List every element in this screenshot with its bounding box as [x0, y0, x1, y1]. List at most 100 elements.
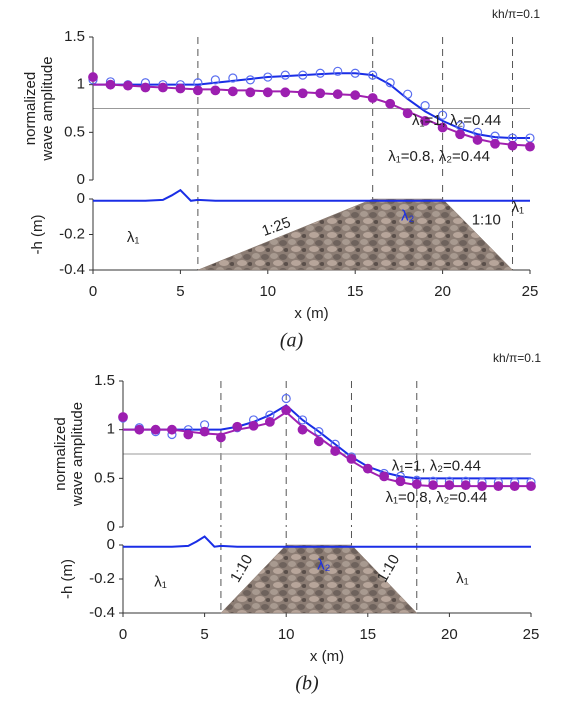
filled-marker [437, 122, 448, 133]
filled-marker [362, 463, 373, 474]
open-marker [297, 415, 308, 425]
filled-marker [150, 424, 161, 435]
filled-marker [123, 80, 133, 91]
open-marker [315, 68, 325, 78]
y-tick-label: -0.4 [89, 604, 115, 621]
x-tick-label: 20 [434, 283, 451, 300]
filled-marker [199, 426, 210, 437]
filled-marker [402, 108, 413, 119]
x-tick-label: 25 [523, 626, 540, 643]
y-axis-label: -h (m) [59, 559, 76, 599]
filled-marker [248, 420, 259, 431]
y-tick-label: 0.5 [64, 123, 85, 140]
caption: (a) [280, 330, 304, 352]
open-marker [420, 101, 430, 111]
y-axis-label: normalized [52, 417, 69, 490]
annotation: λ₁=0.8, λ₂=0.44 [385, 489, 487, 506]
filled-marker [281, 405, 292, 416]
filled-marker [428, 480, 438, 491]
filled-marker [455, 129, 465, 140]
open-marker [314, 427, 324, 437]
filled-marker [192, 85, 203, 96]
filled-marker [379, 471, 390, 482]
filled-marker [264, 416, 275, 427]
annotation: λ₁ [511, 199, 524, 216]
x-tick-label: 5 [200, 626, 208, 643]
filled-marker [346, 453, 357, 464]
x-axis-label: x (m) [294, 305, 328, 322]
x-tick-label: 0 [119, 626, 127, 643]
y-tick-label: 1.5 [94, 372, 115, 389]
filled-marker [507, 140, 518, 151]
y-tick-label: 1 [77, 76, 85, 93]
filled-marker [140, 82, 151, 93]
open-marker [368, 70, 378, 80]
annotation: λ₁=1, λ₂=0.44 [412, 112, 501, 129]
filled-marker [525, 141, 535, 152]
filled-marker [232, 421, 243, 432]
filled-marker [88, 72, 98, 82]
filled-marker [472, 135, 483, 145]
filled-marker [262, 87, 273, 98]
y-axis-label: normalized [22, 72, 39, 145]
y-tick-label: 0 [107, 518, 115, 535]
filled-marker [297, 424, 308, 435]
open-marker [350, 68, 360, 78]
y-axis-label: -h (m) [29, 215, 46, 255]
open-marker [281, 393, 291, 404]
open-marker [438, 110, 448, 120]
open-marker [263, 72, 273, 82]
filled-marker [105, 79, 116, 90]
filled-marker [210, 85, 221, 96]
filled-marker [332, 89, 343, 100]
filled-marker [313, 436, 324, 447]
filled-marker [509, 481, 520, 492]
y-tick-label: 0.5 [94, 469, 115, 486]
annotation: 1:10 [472, 211, 501, 228]
filled-marker [330, 446, 341, 456]
annotation: λ₁=1, λ₂=0.44 [392, 458, 481, 475]
x-tick-label: 10 [259, 283, 276, 300]
annotation: λ₂ [317, 556, 331, 573]
filled-marker [134, 424, 145, 435]
open-marker [210, 75, 220, 85]
filled-marker [227, 86, 238, 97]
filled-marker [350, 90, 361, 101]
filled-marker [158, 82, 168, 93]
y-tick-label: 0 [77, 171, 85, 188]
filled-marker [385, 98, 396, 109]
filled-marker [526, 481, 536, 492]
y-tick-label: 1 [107, 421, 115, 438]
filled-marker [297, 88, 308, 99]
y-axis-label: wave amplitude [69, 402, 86, 507]
filled-marker [367, 93, 378, 103]
filled-marker [315, 88, 326, 99]
x-tick-label: 15 [347, 283, 364, 300]
x-axis-label: x (m) [310, 648, 344, 665]
x-tick-label: 10 [278, 626, 295, 643]
filled-marker [167, 424, 177, 435]
filled-marker [245, 87, 256, 98]
annotation: λ₁=0.8, λ₂=0.44 [388, 148, 490, 165]
series-line [93, 188, 530, 202]
series-line [123, 535, 531, 548]
open-marker [403, 89, 413, 99]
filled-marker [477, 481, 487, 492]
filled-marker [420, 115, 431, 126]
y-tick-label: -0.4 [59, 261, 85, 278]
x-tick-label: 0 [89, 283, 97, 300]
filled-marker [444, 480, 455, 491]
annotation: λ₁ [456, 570, 469, 587]
caption: (b) [295, 673, 319, 695]
open-marker [298, 70, 308, 80]
y-tick-label: 1.5 [64, 28, 85, 45]
filled-marker [118, 412, 128, 422]
filled-marker [280, 87, 291, 98]
bathymetry [197, 198, 514, 271]
open-marker [245, 75, 255, 85]
filled-marker [460, 480, 471, 491]
x-tick-label: 5 [176, 283, 184, 300]
x-tick-label: 20 [441, 626, 458, 643]
y-tick-label: -0.2 [89, 570, 115, 587]
filled-marker [395, 476, 406, 487]
